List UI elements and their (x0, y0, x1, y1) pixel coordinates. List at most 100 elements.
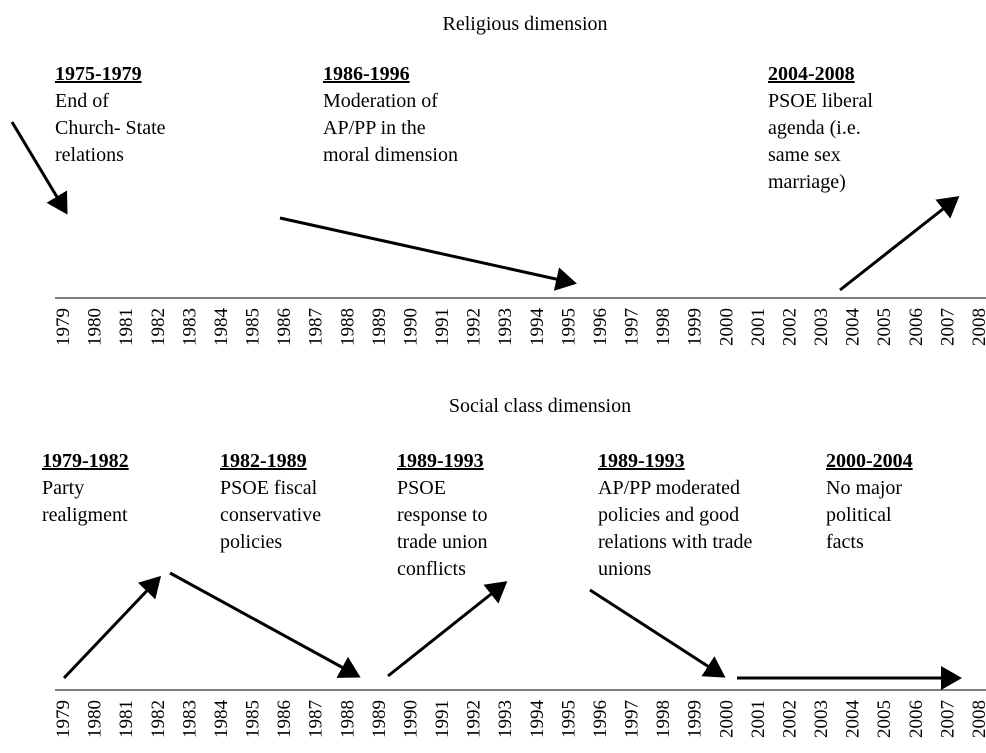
year-label: 1995 (558, 308, 579, 346)
year-label: 1988 (337, 700, 358, 738)
year-label: 1986 (274, 308, 295, 346)
annotation-line: marriage) (768, 171, 846, 193)
annotation-line: Church- State (55, 117, 166, 139)
period-heading: 2000-2004 (826, 450, 913, 472)
annotation-line: Moderation of (323, 90, 438, 112)
year-label: 2006 (906, 700, 927, 738)
period-heading: 1986-1996 (323, 63, 410, 85)
annotation-line: moral dimension (323, 144, 458, 166)
arrow (10, 121, 68, 215)
year-label: 1979 (53, 308, 74, 346)
panel-title: Religious dimension (443, 13, 608, 35)
year-label: 1993 (495, 308, 516, 346)
annotation-line: AP/PP in the (323, 117, 426, 139)
arrow (387, 581, 508, 678)
annotation-line: End of (55, 90, 109, 112)
year-label: 2003 (811, 700, 832, 738)
year-label: 1981 (116, 308, 137, 346)
year-label: 1992 (464, 308, 485, 346)
period-heading: 2004-2008 (768, 63, 855, 85)
annotation-line: unions (598, 558, 652, 580)
year-label: 1979 (53, 700, 74, 738)
year-label: 2003 (811, 308, 832, 346)
year-label: 1982 (148, 700, 169, 738)
year-label: 1992 (464, 700, 485, 738)
year-label: 1995 (558, 700, 579, 738)
annotation-line: response to (397, 504, 488, 526)
year-label: 2006 (906, 308, 927, 346)
year-label: 2004 (843, 700, 864, 739)
year-label: 2007 (937, 700, 958, 738)
year-label: 1987 (306, 308, 327, 346)
annotation-line: AP/PP moderated (598, 477, 740, 499)
year-label: 2007 (937, 308, 958, 346)
arrow (169, 571, 361, 678)
year-label: 1989 (369, 308, 390, 346)
year-label: 1987 (306, 700, 327, 738)
year-label: 1999 (685, 700, 706, 738)
year-label: 2005 (874, 700, 895, 738)
period-heading: 1975-1979 (55, 63, 142, 85)
annotation-line: same sex (768, 144, 841, 166)
year-label: 1997 (622, 308, 643, 346)
year-label: 1983 (179, 700, 200, 738)
year-label: 1984 (211, 700, 232, 739)
year-label: 1989 (369, 700, 390, 738)
year-label: 1985 (243, 700, 264, 738)
year-label: 1990 (400, 308, 421, 346)
annotation-line: No major (826, 477, 902, 499)
annotation-line: PSOE (397, 477, 446, 499)
year-label: 2001 (748, 308, 769, 346)
year-label: 1991 (432, 700, 453, 738)
annotation-line: relations with trade (598, 531, 753, 553)
year-label: 1991 (432, 308, 453, 346)
year-label: 1986 (274, 700, 295, 738)
arrow (279, 216, 577, 291)
year-label: 1998 (653, 700, 674, 738)
year-label: 1980 (85, 700, 106, 738)
year-label: 2005 (874, 308, 895, 346)
arrow (589, 588, 726, 678)
year-label: 2008 (969, 308, 986, 346)
year-label: 1994 (527, 700, 548, 739)
year-label: 1996 (590, 308, 611, 346)
annotation-line: agenda (i.e. (768, 117, 861, 139)
annotation-line: Party (42, 477, 84, 499)
annotation-line: political (826, 504, 892, 526)
year-label: 2002 (779, 700, 800, 738)
year-label: 1993 (495, 700, 516, 738)
annotation-line: relations (55, 144, 124, 166)
year-label: 1990 (400, 700, 421, 738)
year-label: 1999 (685, 308, 706, 346)
arrow (839, 196, 960, 292)
panel-title: Social class dimension (449, 395, 631, 417)
period-heading: 1989-1993 (598, 450, 685, 472)
year-label: 2004 (843, 308, 864, 347)
year-label: 1981 (116, 700, 137, 738)
year-label: 2001 (748, 700, 769, 738)
annotation-line: PSOE liberal (768, 90, 873, 112)
period-heading: 1982-1989 (220, 450, 307, 472)
year-label: 1996 (590, 700, 611, 738)
annotation-line: policies (220, 531, 282, 553)
year-label: 2002 (779, 308, 800, 346)
annotation-line: PSOE fiscal (220, 477, 318, 499)
year-label: 1980 (85, 308, 106, 346)
year-label: 1998 (653, 308, 674, 346)
year-label: 1983 (179, 308, 200, 346)
year-label: 2008 (969, 700, 986, 738)
annotation-line: conservative (220, 504, 321, 526)
year-label: 1984 (211, 308, 232, 347)
annotation-line: policies and good (598, 504, 739, 526)
period-heading: 1979-1982 (42, 450, 129, 472)
year-label: 2000 (716, 700, 737, 738)
year-label: 2000 (716, 308, 737, 346)
year-label: 1997 (622, 700, 643, 738)
period-heading: 1989-1993 (397, 450, 484, 472)
year-label: 1982 (148, 308, 169, 346)
annotation-line: facts (826, 531, 864, 553)
year-label: 1994 (527, 308, 548, 347)
annotation-line: trade union (397, 531, 488, 553)
year-label: 1985 (243, 308, 264, 346)
